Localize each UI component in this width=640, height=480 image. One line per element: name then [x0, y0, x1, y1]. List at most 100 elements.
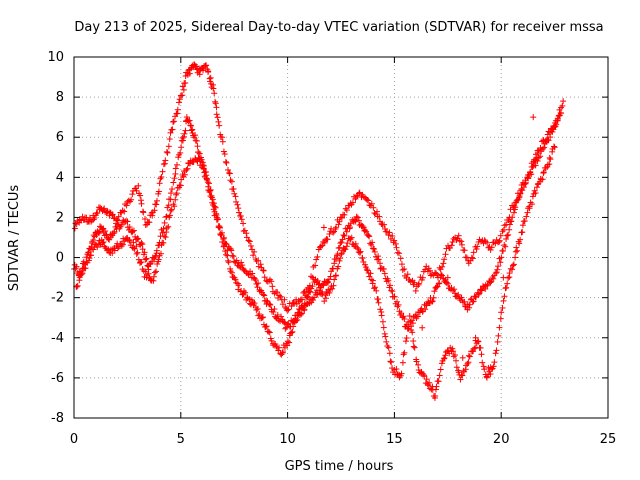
data-point: [411, 344, 418, 351]
data-point: [412, 287, 419, 294]
data-point: [419, 274, 426, 281]
data-point: [423, 376, 430, 383]
data-point: [233, 198, 240, 205]
data-point: [246, 296, 253, 303]
data-point: [160, 225, 167, 232]
data-point: [380, 324, 387, 331]
data-point: [176, 96, 183, 103]
data-point: [274, 294, 281, 301]
data-point: [371, 284, 378, 291]
data-point: [138, 239, 145, 246]
data-point: [195, 154, 202, 161]
data-point: [174, 106, 181, 113]
data-point: [510, 209, 517, 216]
data-point: [516, 194, 523, 201]
data-point: [142, 256, 149, 263]
data-point: [449, 345, 456, 352]
data-point: [123, 202, 130, 209]
data-point: [391, 293, 398, 300]
data-point: [157, 250, 164, 257]
data-point: [288, 303, 295, 310]
data-point: [265, 328, 272, 335]
data-point: [193, 137, 200, 144]
data-point: [331, 228, 338, 235]
data-point: [257, 261, 264, 268]
data-point: [550, 126, 557, 133]
data-point: [263, 323, 270, 330]
data-point: [382, 333, 389, 340]
data-point: [547, 156, 554, 163]
data-point: [276, 344, 283, 351]
x-tick-label: 20: [493, 432, 510, 447]
data-point: [163, 213, 170, 220]
data-point: [319, 290, 326, 297]
data-point: [386, 350, 393, 357]
data-point: [505, 231, 512, 238]
data-point: [224, 252, 231, 259]
data-point: [356, 190, 363, 197]
data-point: [175, 99, 182, 106]
data-point: [332, 256, 339, 263]
data-point: [363, 228, 370, 235]
data-point: [109, 211, 116, 218]
data-point: [433, 383, 440, 390]
data-point: [183, 114, 190, 121]
data-point: [403, 334, 410, 341]
data-point: [381, 221, 388, 228]
data-point: [145, 270, 152, 277]
data-point: [532, 190, 539, 197]
data-point: [153, 201, 160, 208]
data-point: [243, 234, 250, 241]
data-point: [353, 213, 360, 220]
data-point: [216, 122, 223, 129]
data-point: [143, 255, 150, 262]
data-point: [457, 376, 464, 383]
data-point: [369, 277, 376, 284]
y-tick-label: 6: [56, 130, 64, 145]
data-point: [337, 255, 344, 262]
data-point: [368, 200, 375, 207]
data-point: [366, 233, 373, 240]
data-point: [459, 354, 466, 361]
data-point: [172, 170, 179, 177]
data-point: [211, 203, 218, 210]
data-point: [466, 301, 473, 308]
data-point: [348, 234, 355, 241]
data-point: [410, 343, 417, 350]
data-point: [442, 352, 449, 359]
data-point: [506, 226, 513, 233]
data-point: [530, 114, 537, 121]
data-point: [499, 228, 506, 235]
data-point: [439, 263, 446, 270]
data-point: [501, 222, 508, 229]
data-point: [425, 265, 432, 272]
data-point: [210, 85, 217, 92]
data-point: [513, 197, 520, 204]
data-point: [431, 394, 438, 401]
data-point: [522, 179, 529, 186]
y-tick-label: 2: [56, 210, 64, 225]
data-point: [171, 203, 178, 210]
data-point: [152, 253, 159, 260]
data-point: [139, 246, 146, 253]
data-point: [280, 319, 287, 326]
data-point: [388, 359, 395, 366]
data-point: [216, 223, 223, 230]
data-point: [534, 150, 541, 157]
data-point: [221, 242, 228, 249]
data-point: [232, 193, 239, 200]
data-point: [502, 243, 509, 250]
data-point: [141, 216, 148, 223]
data-point: [109, 250, 116, 257]
data-point: [533, 184, 540, 191]
data-point: [458, 241, 465, 248]
data-point: [443, 279, 450, 286]
data-point: [235, 205, 242, 212]
data-point: [237, 213, 244, 220]
data-point: [151, 269, 158, 276]
data-point: [479, 359, 486, 366]
data-point: [99, 239, 106, 246]
data-point: [496, 237, 503, 244]
data-point: [539, 176, 546, 183]
data-point: [144, 272, 151, 279]
